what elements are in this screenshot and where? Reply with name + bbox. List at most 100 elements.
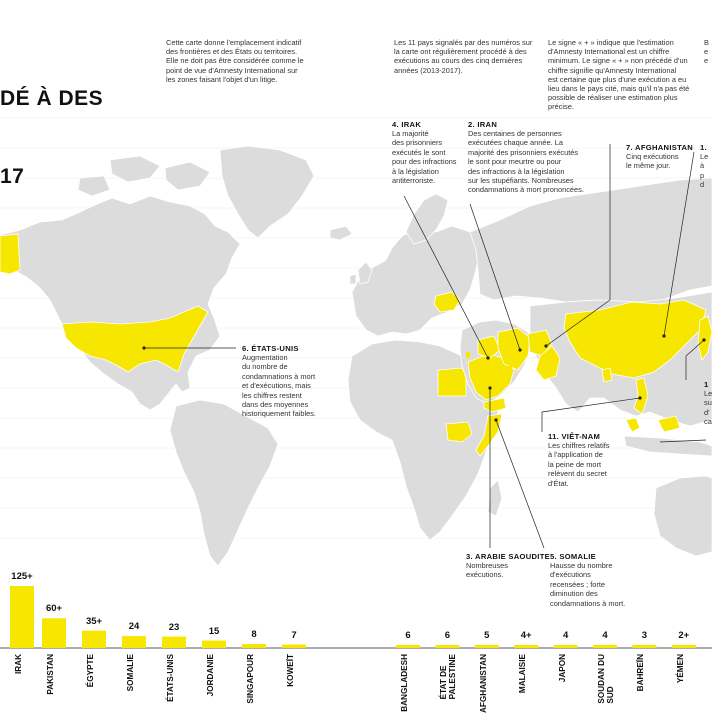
bar-group-left [10,586,306,648]
bar-kowe-t [282,644,306,648]
callout-usa-title: 6. ÉTATS-UNIS [242,344,299,353]
note-borders-disclaimer: Cette carte donne l'emplacement indicati… [166,38,304,84]
bar-category-label: ÉGYPTE [86,654,95,688]
bar-category-label: YÉMEN [675,654,685,684]
bar-malaisie [514,645,539,648]
callout-iran: 2. IRAN Des centaines de personnes exécu… [468,120,584,195]
iran-highlight [497,327,531,371]
bar-value-label: 2+ [678,630,690,641]
callout-dots [142,334,706,422]
bar-y-men [671,645,696,648]
callout-iraq-title: 4. IRAK [392,120,422,129]
callout-china-body: Le à p d [700,152,709,190]
bar-category-label: AFGHANISTAN [478,654,488,713]
usa-highlight [61,305,209,373]
somalia-highlight [475,413,503,457]
callout-afghanistan: 7. AFGHANISTAN Cinq exécutions le même j… [626,143,693,171]
bar-bahre-n [632,645,657,648]
bar-value-label: 8 [251,629,257,641]
bar-value-label: 6 [444,630,451,641]
bar-value-label: 6 [405,630,411,641]
alaska-highlight [0,233,21,275]
callout-iraq: 4. IRAK La majorité des prisonniers exéc… [392,120,457,185]
bar-category-label: ÉTATS-UNIS [166,654,175,702]
callout-iran-body: Des centaines de personnes exécutées cha… [468,129,584,195]
page-title: DÉ À DES 17 [0,34,103,216]
callout-china-partial: 1. Le à p d [700,143,708,190]
egypt-highlight [437,367,467,397]
callout-afghanistan-body: Cinq exécutions le même jour. [626,152,679,171]
bar-value-label: 23 [168,621,180,633]
callout-somalia-title: 5. SOMALIE [550,552,597,561]
bar-afghanistan [474,645,499,648]
bangladesh-highlight [601,367,613,383]
bar-category-label: MALAISIE [518,654,528,694]
bar-singapour [242,644,266,648]
callout-somalia: 5. SOMALIE Hausse du nombre d'exécutions… [550,552,625,608]
madagascar [487,479,503,517]
bar-value-label: 4 [602,630,608,641]
bar-bangladesh [396,645,420,648]
north-asia-landmass [469,177,712,307]
callout-japan-title: 1 [704,380,709,389]
indonesia [623,435,712,457]
pakistan-highlight [535,345,561,381]
bar-value-label: 7 [291,629,297,641]
callout-japan-partial: 1 Le su d' ca [704,380,712,427]
callout-afghanistan-title: 7. AFGHANISTAN [626,143,694,152]
iraq-highlight [477,335,501,359]
arctic-islands [77,155,211,197]
bar-value-label: 4 [562,630,569,641]
belarus-highlight [433,291,461,313]
bar-category-label: JORDANIE [206,654,215,697]
callout-china-title: 1. [700,143,707,152]
scandinavia [405,193,449,245]
page-title-line-2: 17 [0,165,25,188]
bar-value-label: 24 [128,621,140,633]
bar-japon [553,645,578,648]
callout-saudi-body: Nombreuses exécutions. [466,561,508,580]
bar-category-label: ÉTAT DE PALESTINE [439,654,458,700]
bar--gypte [82,630,106,648]
yemen-highlight [483,397,507,413]
vietnam-highlight [633,377,649,415]
bar-pakistan [42,618,66,648]
australia-landmass [653,475,712,557]
bar-value-label: 15 [208,625,220,637]
callout-saudi-title: 3. ARABIE SAOUDITE [466,552,551,561]
callout-iraq-body: La majorité des prisonniers exécutés le … [392,129,457,186]
bar-value-label: 125+ [11,571,33,582]
callout-leaders [144,144,707,549]
note-eleven-countries: Les 11 pays signalés par des numéros sur… [394,38,533,75]
bar-value-label: 35+ [85,615,103,627]
page-title-line-1: DÉ À DES [0,87,104,110]
callout-usa-body: Augmentation du nombre de condamnations … [242,353,316,419]
note-plus-sign: Le signe « + » indique que l'estimation … [548,38,690,112]
bar-category-label: IRAK [14,654,23,675]
saudi-arabia-highlight [467,353,515,401]
callout-vietnam-title: 11. VIÊT-NAM [548,432,601,441]
callout-japan-body: Le su d' ca [704,389,712,427]
callout-usa: 6. ÉTATS-UNIS Augmentation du nombre de … [242,344,316,419]
bar-value-label: 5 [484,630,490,641]
bar-category-label: BANGLADESH [400,654,409,712]
bar-category-label: JAPON [557,654,567,683]
south-america-landmass [169,399,279,567]
bar-value-label: 60+ [45,603,63,615]
palestine-highlight [466,352,470,358]
bar-value-label: 3 [641,630,648,641]
south-sudan-highlight [445,421,473,443]
north-america-landmass [0,195,241,411]
callout-saudi-arabia: 3. ARABIE SAOUDITE Nombreuses exécutions… [466,552,550,580]
bar-category-label: BAHREÏN [636,654,646,692]
bar-category-label: SOMALIE [126,654,135,692]
callout-iran-title: 2. IRAN [468,120,498,129]
bar-category-label: SOUDAN DU SUD [597,654,615,704]
bar-irak [10,586,34,648]
callout-vietnam-body: Les chiffres relatifs à l'application de… [548,441,610,488]
bar--tat-de-palestine [435,645,460,648]
bar-soudan-du-sud [593,645,617,648]
iceland [329,225,353,241]
bar-category-label: KOWEÏT [286,654,295,687]
